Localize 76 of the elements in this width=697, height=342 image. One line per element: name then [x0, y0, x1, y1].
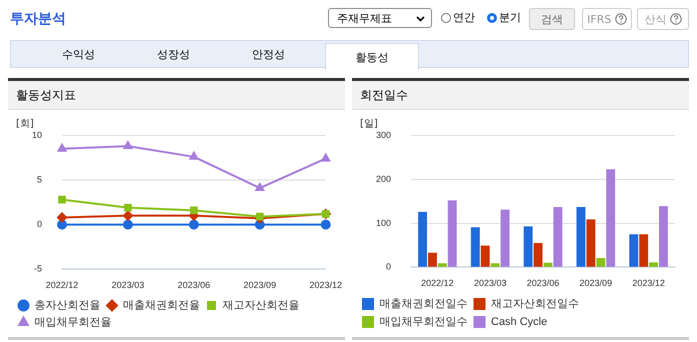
bar — [490, 263, 500, 267]
legend-label: 매입채무회전율 — [34, 316, 112, 329]
bar — [606, 169, 616, 267]
y-tick-label: 300 — [376, 130, 392, 140]
text: 수익성 — [61, 47, 96, 63]
point — [320, 220, 331, 230]
y-tick-label: 5 — [36, 174, 42, 184]
x-tick-label: 2022/12 — [421, 278, 454, 288]
button: 검색 — [529, 8, 575, 30]
x-tick-label: 2023/06 — [178, 280, 210, 290]
chart-title: 활동성지표 — [8, 81, 345, 110]
y-tick-label: -5 — [34, 264, 42, 274]
legend-label: 재고자산회전일수 — [491, 298, 579, 310]
bar — [500, 210, 510, 267]
x-tick-label: 2023/09 — [580, 278, 612, 288]
point — [122, 210, 133, 221]
point — [255, 183, 264, 192]
y-tick-label: 200 — [376, 174, 392, 184]
bar — [544, 262, 552, 267]
text: 분기 — [499, 10, 521, 25]
bar — [470, 227, 480, 267]
point — [256, 212, 264, 220]
bar — [649, 262, 658, 267]
x-tick-label: 2022/12 — [46, 280, 78, 290]
legend-label: 재고자산회전율 — [222, 300, 300, 312]
y-tick-label: 10 — [32, 130, 42, 140]
point — [122, 220, 133, 230]
point — [124, 204, 132, 212]
chart-title: 회전일수 — [352, 81, 689, 110]
y-axis-title: [회] — [16, 118, 34, 130]
point — [190, 206, 198, 214]
legend-label: 매입채무회전일수 — [380, 316, 468, 328]
y-axis-title: [일] — [360, 118, 378, 130]
legend-label: 총자산회전율 — [34, 300, 100, 312]
point — [321, 154, 330, 162]
point — [58, 144, 66, 152]
y-tick-label: 100 — [376, 218, 392, 228]
y-tick-label: 0 — [386, 262, 392, 272]
x-tick-label: 2023/03 — [474, 278, 506, 288]
point — [58, 196, 66, 204]
bar — [448, 200, 457, 267]
text: 안정성 — [251, 47, 286, 63]
y-tick-label: 0 — [36, 219, 42, 230]
button: IFRS — [582, 8, 632, 30]
bar — [438, 263, 447, 267]
bar — [418, 212, 428, 267]
text: 투자분석 — [10, 10, 66, 28]
point — [188, 220, 199, 230]
bar — [586, 219, 596, 267]
bar — [553, 207, 562, 267]
bar — [524, 226, 533, 267]
text: 활동성 — [325, 43, 419, 70]
bar — [534, 243, 543, 267]
x-tick-label: 2023/06 — [526, 278, 560, 288]
text: 성장성 — [156, 47, 191, 63]
bar — [658, 206, 668, 267]
point — [57, 212, 68, 222]
text: 연간 — [453, 10, 475, 25]
legend-label: Cash Cycle — [491, 316, 548, 328]
x-tick-label: 2023/12 — [632, 278, 665, 288]
x-tick-label: 2023/09 — [244, 280, 276, 290]
point — [123, 141, 132, 150]
dropdown: 주재무제표 — [328, 8, 432, 28]
bar — [480, 246, 490, 267]
bar — [596, 258, 606, 267]
bar — [629, 234, 638, 267]
button: 산식 — [637, 8, 689, 30]
point — [57, 220, 68, 230]
bar — [428, 252, 437, 267]
bar — [639, 234, 648, 267]
x-tick-label: 2023/12 — [309, 280, 342, 290]
x-tick-label: 2023/03 — [112, 280, 144, 290]
legend-label: 매출채권회전율 — [123, 300, 200, 312]
legend-label: 매출채권회전일수 — [380, 298, 468, 310]
bar — [576, 207, 586, 267]
point — [189, 152, 198, 160]
